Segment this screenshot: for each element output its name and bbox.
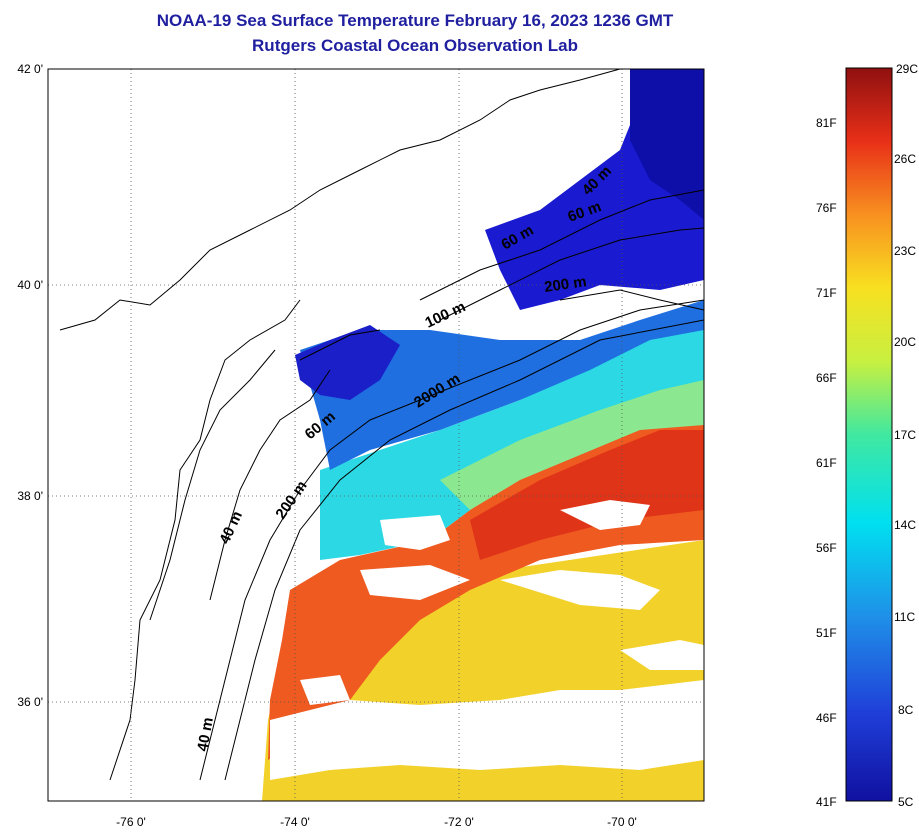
- colorbar-c-label: 23C: [894, 244, 917, 258]
- colorbar-f-label: 66F: [816, 371, 837, 385]
- cloud-mask: [270, 500, 704, 780]
- sst-field: [262, 69, 704, 801]
- colorbar-f-label: 81F: [816, 116, 837, 130]
- lon-tick-label: -74 0': [280, 815, 310, 829]
- map-subtitle: Rutgers Coastal Ocean Observation Lab: [252, 36, 578, 55]
- contour-label: 200 m: [543, 273, 587, 296]
- colorbar-c-label: 17C: [894, 428, 917, 442]
- colorbar-c-label: 26C: [894, 152, 917, 166]
- contour-label: 100 m: [423, 298, 469, 331]
- lon-tick-label: -72 0': [444, 815, 474, 829]
- graticule: [48, 69, 704, 801]
- sst-red-core: [470, 430, 704, 560]
- colorbar-f-label: 46F: [816, 711, 837, 725]
- sst-green: [440, 380, 704, 510]
- colorbar-c-label: 29C: [896, 62, 919, 76]
- sst-cold-blue: [295, 325, 400, 400]
- contour-label: 40 m: [194, 716, 217, 753]
- contour-label: 200 m: [272, 478, 310, 523]
- colorbar-c-label: 20C: [894, 335, 917, 349]
- colorbar-c-label: 5C: [898, 795, 914, 809]
- lat-tick-label: 36 0': [17, 695, 43, 709]
- colorbar-f-label: 61F: [816, 456, 837, 470]
- contour-label: 40 m: [216, 509, 246, 547]
- colorbar-c-label: 8C: [898, 703, 914, 717]
- map-frame: [47, 68, 705, 802]
- sst-shelf-blue: [300, 300, 704, 470]
- sst-slope-cyan: [320, 320, 704, 560]
- colorbar-c-label: 14C: [894, 518, 917, 532]
- lat-tick-label: 40 0': [17, 278, 43, 292]
- lon-tick-labels: -76 0' -74 0' -72 0' -70 0': [116, 815, 637, 829]
- colorbar-c-label: 11C: [894, 610, 916, 624]
- colorbar-f-label: 76F: [816, 201, 837, 215]
- lon-tick-label: -76 0': [116, 815, 146, 829]
- colorbar-f-label: 41F: [816, 795, 837, 809]
- colorbar-f-label: 51F: [816, 626, 837, 640]
- colorbar-f-label: 71F: [816, 286, 837, 300]
- sst-gulf-maine: [630, 69, 704, 220]
- colorbar: [845, 67, 893, 802]
- lat-tick-labels: 42 0' 40 0' 38 0' 36 0': [17, 62, 43, 709]
- colorbar-f-label: 56F: [816, 541, 837, 555]
- coastline: [59, 68, 705, 781]
- lat-tick-label: 42 0': [17, 62, 43, 76]
- lat-tick-label: 38 0': [17, 489, 43, 503]
- map-title: NOAA-19 Sea Surface Temperature February…: [156, 11, 674, 30]
- lon-tick-label: -70 0': [607, 815, 637, 829]
